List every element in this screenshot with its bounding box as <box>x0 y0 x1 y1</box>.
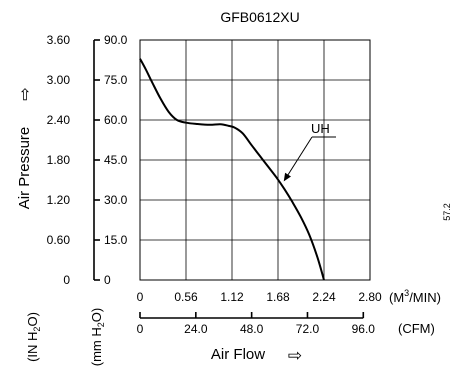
y-tick-label-inh2o: 3.00 <box>47 73 71 87</box>
y-tick-label-mmh2o: 45.0 <box>104 153 128 167</box>
plot-grid <box>140 40 370 280</box>
x-tick-label-cfm: 48.0 <box>240 322 264 336</box>
y-tick-label-mmh2o: 75.0 <box>104 73 128 87</box>
y-tick-label-inh2o: 0 <box>63 273 70 287</box>
x-axis-label-arrow: ⇨ <box>288 346 302 365</box>
y-tick-label-mmh2o: 90.0 <box>104 33 128 47</box>
y-tick-label-inh2o: 3.60 <box>47 33 71 47</box>
x-tick-label-cfm: 0 <box>137 322 144 336</box>
x-tick-label-m3min: 1.12 <box>220 290 244 304</box>
x-axis-cfm: 0 24.0 48.0 72.0 96.0 <box>137 312 376 336</box>
x-tick-label-m3min: 2.80 <box>358 290 382 304</box>
plot-frame <box>139 39 371 281</box>
x-unit-cfm: (CFM) <box>398 321 435 336</box>
stray-text: 57.2 <box>442 203 452 221</box>
y-unit-mmh2o-text: (mm H2O) <box>89 308 106 366</box>
y-unit-mmh2o: (mm H2O) <box>89 308 106 366</box>
annotation-label: UH <box>311 121 330 136</box>
x-tick-label-cfm: 24.0 <box>184 322 208 336</box>
stray-text-value: 57.2 <box>442 203 452 221</box>
y-tick-label-inh2o: 0.60 <box>47 233 71 247</box>
x-axis-label-text: Air Flow <box>211 346 265 363</box>
x-tick-label-cfm: 96.0 <box>352 322 376 336</box>
y-axis-label: Air Pressure ⇨ <box>16 87 34 209</box>
y-tick-label-inh2o: 1.80 <box>47 153 71 167</box>
x-tick-label-m3min: 0.56 <box>174 290 198 304</box>
series-group <box>139 58 325 281</box>
y-axis-mmh2o: 90.0 75.0 60.0 45.0 30.0 15.0 0 <box>93 33 128 287</box>
y-unit-inh2o: (IN H2O) <box>25 312 42 362</box>
x-tick-label-m3min: 2.24 <box>312 290 336 304</box>
x-unit-m3min: (M3/MIN) <box>389 288 441 305</box>
y-tick-label-inh2o: 1.20 <box>47 193 71 207</box>
y-tick-label-inh2o: 2.40 <box>47 113 71 127</box>
x-tick-label-m3min: 0 <box>137 290 144 304</box>
chart-title: GFB0612XU <box>220 9 299 25</box>
y-tick-label-mmh2o: 60.0 <box>104 113 128 127</box>
y-tick-label-mmh2o: 15.0 <box>104 233 128 247</box>
x-tick-label-cfm: 72.0 <box>296 322 320 336</box>
y-tick-label-mmh2o: 0 <box>104 273 111 287</box>
x-axis-m3min: 0 0.56 1.12 1.68 2.24 2.80 <box>137 290 382 304</box>
annotation-leader <box>285 136 313 179</box>
annotation-uh: UH <box>283 121 336 182</box>
x-tick-label-m3min: 1.68 <box>266 290 290 304</box>
y-axis-label-text: Air Pressure <box>16 127 33 210</box>
y-axis-label-arrow: ⇨ <box>17 87 34 100</box>
y-axis-inh2o: 3.60 3.00 2.40 1.80 1.20 0.60 0 <box>47 33 71 287</box>
series-line-uh <box>139 58 325 281</box>
y-unit-inh2o-text: (IN H2O) <box>25 312 42 362</box>
y-tick-label-mmh2o: 30.0 <box>104 193 128 207</box>
annotation-arrowhead <box>283 172 292 182</box>
